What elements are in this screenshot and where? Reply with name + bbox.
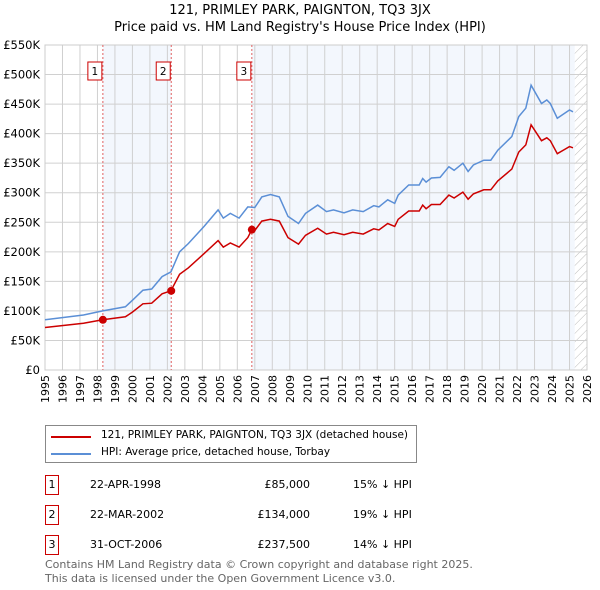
x-tick-label: 2020 — [476, 375, 489, 403]
sale-price: £134,000 — [257, 508, 311, 521]
hpi-line — [44, 83, 574, 321]
shaded-period — [251, 45, 575, 370]
x-tick-label: 2007 — [249, 375, 262, 403]
sale-hpi-diff: 15% ↓ HPI — [353, 478, 412, 491]
x-tick-label: 2019 — [459, 375, 472, 403]
forecast-hatch — [574, 45, 587, 370]
legend: 121, PRIMLEY PARK, PAIGNTON, TQ3 3JX (de… — [45, 425, 417, 463]
price-paid-line — [44, 122, 574, 329]
x-tick-label: 2010 — [301, 375, 314, 403]
x-tick-label: 2021 — [494, 375, 507, 403]
y-tick-label: £300K — [3, 186, 40, 200]
x-tick-label: 1997 — [74, 375, 87, 403]
x-tick-label: 2024 — [546, 375, 559, 403]
plot-border — [44, 44, 588, 371]
sale-marker-number: 2 — [160, 66, 167, 78]
y-tick-label: £350K — [3, 156, 40, 170]
sale-date: 31-OCT-2006 — [90, 538, 163, 551]
sale-row: 2 22-MAR-2002 £134,000 19% ↓ HPI — [45, 505, 445, 525]
x-tick-label: 2002 — [161, 375, 174, 403]
x-tick-label: 2000 — [126, 375, 139, 403]
y-tick-label: £150K — [3, 274, 40, 288]
y-tick-label: £200K — [3, 245, 40, 259]
x-tick-label: 2011 — [319, 375, 332, 403]
x-tick-label: 2023 — [529, 375, 542, 403]
x-tick-label: 1995 — [39, 375, 52, 403]
y-tick-label: £400K — [3, 127, 40, 141]
x-tick-label: 2012 — [336, 375, 349, 403]
legend-label-property: 121, PRIMLEY PARK, PAIGNTON, TQ3 3JX (de… — [101, 429, 409, 441]
x-tick-label: 1996 — [57, 375, 70, 403]
x-tick-label: 2016 — [406, 375, 419, 403]
y-tick-label: £100K — [3, 304, 40, 318]
legend-swatch-property — [51, 436, 91, 438]
legend-swatch-hpi — [51, 453, 91, 455]
x-tick-label: 2026 — [581, 375, 594, 403]
y-tick-label: £550K — [3, 38, 40, 52]
shaded-period — [102, 45, 172, 370]
x-tick-label: 2022 — [511, 375, 524, 403]
sale-marker-number: 1 — [92, 66, 99, 78]
legend-label-hpi: HPI: Average price, detached house, Torb… — [101, 446, 331, 458]
sale-date: 22-MAR-2002 — [90, 508, 165, 521]
sale-point — [98, 315, 107, 324]
x-tick-label: 2009 — [284, 375, 297, 403]
x-tick-label: 2018 — [441, 375, 454, 403]
x-tick-label: 2014 — [371, 375, 384, 403]
sale-point — [167, 286, 176, 295]
y-tick-label: £0 — [25, 363, 40, 377]
sale-row: 1 22-APR-1998 £85,000 15% ↓ HPI — [45, 475, 445, 495]
y-tick-label: £450K — [3, 97, 40, 111]
x-tick-label: 2001 — [144, 375, 157, 403]
x-tick-label: 2005 — [214, 375, 227, 403]
sale-row: 3 31-OCT-2006 £237,500 14% ↓ HPI — [45, 535, 445, 555]
y-tick-label: £50K — [11, 333, 41, 347]
sale-marker-label: 1 — [45, 475, 59, 495]
sale-marker-box — [236, 61, 252, 81]
x-tick-label: 2015 — [389, 375, 402, 403]
sale-hpi-diff: 14% ↓ HPI — [353, 538, 412, 551]
chart-subtitle: Price paid vs. HM Land Registry's House … — [114, 20, 486, 35]
sale-marker-number: 3 — [240, 66, 247, 78]
sale-marker-label: 3 — [45, 535, 59, 555]
sale-price: £85,000 — [264, 478, 311, 491]
x-tick-label: 1998 — [92, 375, 105, 403]
sale-point — [247, 225, 256, 234]
x-tick-label: 2017 — [424, 375, 437, 403]
sale-marker-label: 2 — [45, 505, 59, 525]
x-tick-label: 2008 — [266, 375, 279, 403]
sale-hpi-diff: 19% ↓ HPI — [353, 508, 412, 521]
x-tick-label: 2006 — [231, 375, 244, 403]
sale-marker-box — [87, 61, 103, 81]
x-tick-label: 2003 — [179, 375, 192, 403]
x-tick-label: 2013 — [354, 375, 367, 403]
y-tick-label: £250K — [3, 215, 40, 229]
x-tick-label: 1999 — [109, 375, 122, 403]
plot-area: 1995 1996 1997 1998 1999 2000 2001 2002 2003 2004… — [3, 38, 594, 403]
y-tick-label: £500K — [3, 68, 40, 82]
x-tick-label: 2025 — [564, 375, 577, 403]
sale-price: £237,500 — [257, 538, 311, 551]
footer-line-2: This data is licensed under the Open Gov… — [45, 572, 396, 585]
sale-marker-box — [155, 61, 171, 81]
x-tick-label: 2004 — [196, 375, 209, 403]
chart-title: 121, PRIMLEY PARK, PAIGNTON, TQ3 3JX — [169, 3, 431, 18]
sale-date: 22-APR-1998 — [90, 478, 162, 491]
footer-line-1: Contains HM Land Registry data © Crown c… — [45, 558, 473, 571]
